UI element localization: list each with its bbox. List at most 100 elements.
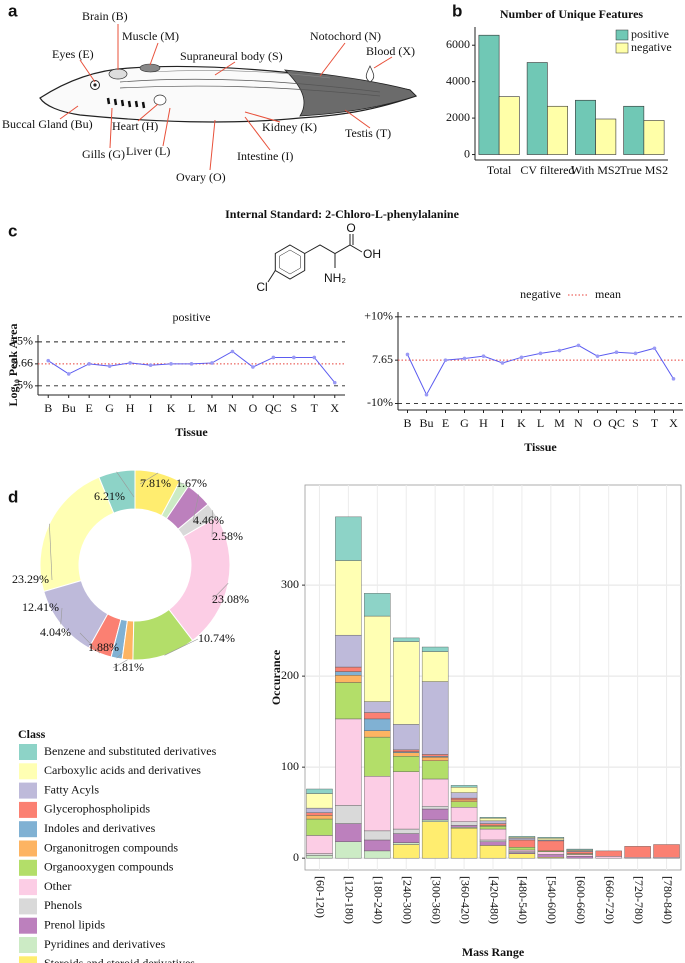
x-tick-label: [540-600) <box>545 876 559 924</box>
legend-swatch <box>19 937 37 953</box>
value-label: 1.67% <box>176 476 207 490</box>
atom-label: NH₂ <box>324 271 346 285</box>
bar-segment <box>364 736 391 777</box>
x-tick-label: E <box>85 401 92 415</box>
x-tick-label: M <box>554 416 565 430</box>
subtitle: positive <box>173 310 211 324</box>
legend-label: Fatty Acyls <box>44 782 99 796</box>
value-label: 1.88% <box>88 640 119 654</box>
y-tick-label: -10% <box>367 395 393 409</box>
bar <box>575 99 596 155</box>
organ-label: Notochord (N) <box>310 29 381 43</box>
value-label: 6.21% <box>94 489 125 503</box>
pie-slice <box>134 469 181 517</box>
legend-swatch <box>19 821 37 838</box>
y-tick-label: 6000 <box>446 37 470 51</box>
bar-segment <box>537 854 565 858</box>
bar-segment <box>306 818 333 836</box>
leader-line <box>116 471 135 498</box>
fish-drawing <box>39 24 418 171</box>
bar-segment <box>595 850 622 857</box>
leader-line <box>60 607 63 625</box>
organ-label: Intestine (I) <box>237 149 293 163</box>
bar <box>643 120 665 155</box>
y-tick-label: 0 <box>293 850 299 864</box>
bar-segment <box>537 837 565 841</box>
organ-label: Ovary (O) <box>176 170 226 184</box>
x-tick-label: G <box>460 416 469 430</box>
bar-segment <box>421 651 449 682</box>
y-tick-label: 300 <box>281 577 299 591</box>
bar-segment <box>450 827 478 859</box>
x-tick-label: N <box>574 416 583 430</box>
bar-segment <box>335 805 362 824</box>
chart-title: Number of Unique Features <box>500 7 644 21</box>
legend-swatch <box>615 29 629 41</box>
bar <box>498 96 520 155</box>
x-tick-label: [240-300) <box>400 876 414 924</box>
point <box>292 355 296 360</box>
point <box>128 361 132 365</box>
point <box>148 363 153 368</box>
section-title: Internal Standard: 2-Chloro-L-phenylalan… <box>225 207 459 221</box>
bar-segment <box>364 701 391 713</box>
leader-line <box>139 472 159 485</box>
point <box>538 351 543 356</box>
bar-segment <box>335 682 362 720</box>
point <box>189 362 194 366</box>
bar-segment <box>335 671 362 676</box>
bar-segment <box>364 718 391 731</box>
x-tick-label: H <box>479 416 488 430</box>
bar-segment <box>421 821 449 859</box>
bar-segment <box>364 730 391 738</box>
x-tick-label: O <box>593 416 602 430</box>
bar-segment <box>421 808 449 821</box>
point <box>87 362 91 366</box>
bar-segment <box>364 830 391 841</box>
leader-line <box>211 510 213 538</box>
y-axis-label: Log₁₀ Peak Area <box>6 324 20 407</box>
bar <box>595 118 617 155</box>
bar-segment <box>508 836 536 838</box>
bar <box>547 105 568 155</box>
legend-swatch <box>19 917 37 934</box>
x-tick-label: L <box>537 416 544 430</box>
y-tick-label: 4000 <box>446 73 470 87</box>
x-tick-label: L <box>188 401 195 415</box>
bar-segment <box>479 826 507 830</box>
x-tick-label: [600-660) <box>574 876 588 924</box>
bar-segment <box>450 797 478 801</box>
point <box>424 392 429 397</box>
point <box>519 355 524 360</box>
bar-segment <box>393 833 420 843</box>
legend-label: Other <box>44 879 71 893</box>
bar-segment <box>653 844 680 858</box>
bar-segment <box>421 778 449 807</box>
chemical-structure <box>267 234 363 283</box>
bar-segment <box>421 819 449 822</box>
x-tick-label: [60-120) <box>314 876 328 918</box>
legend-swatch <box>19 782 37 799</box>
x-tick-label: [120-180) <box>343 876 357 924</box>
x-tick-label: X <box>330 401 339 415</box>
bar-segment <box>306 855 333 859</box>
point <box>557 348 562 353</box>
x-tick-label: I <box>149 401 153 415</box>
organ-label: Brain (B) <box>82 9 128 23</box>
y-tick-label: 2000 <box>446 110 470 124</box>
bar-segment <box>335 718 362 806</box>
organ-label: Buccal Gland (Bu) <box>2 117 93 131</box>
legend-swatch <box>615 42 629 54</box>
x-tick-label: [480-540) <box>516 876 530 924</box>
x-tick-label: [660-720) <box>603 876 617 924</box>
bar-segment <box>479 823 507 826</box>
point <box>66 372 71 376</box>
legend-label: mean <box>595 287 621 301</box>
legend-swatch <box>19 879 37 896</box>
point <box>210 361 214 365</box>
point <box>107 364 112 368</box>
bar-segment <box>364 593 391 617</box>
bar-segment <box>421 806 449 810</box>
bar-segment <box>335 823 362 842</box>
